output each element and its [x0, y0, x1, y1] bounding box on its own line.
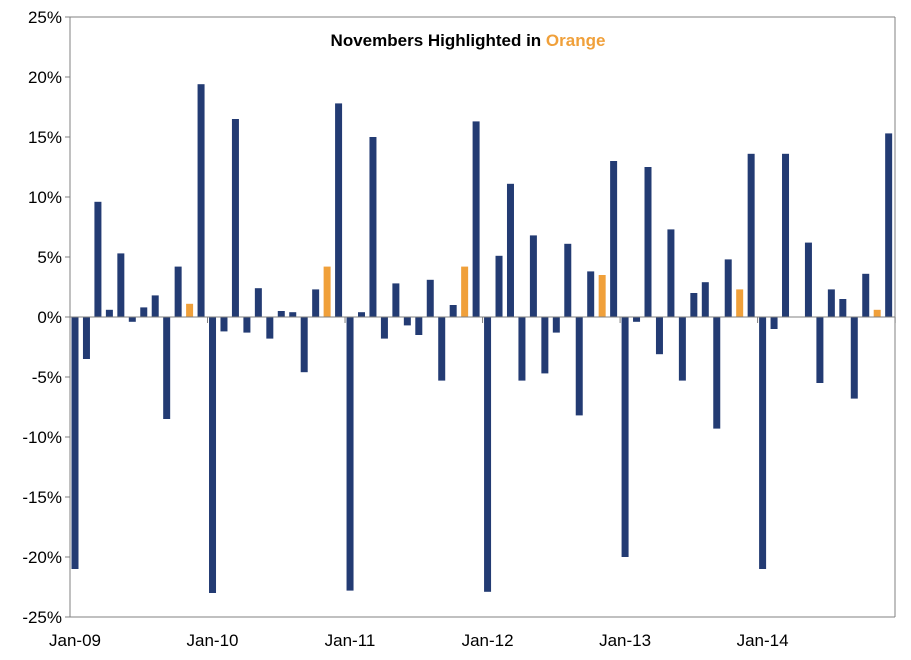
- bar-series: [71, 84, 893, 593]
- bar: [266, 317, 274, 339]
- bar: [621, 317, 629, 557]
- bar-november: [186, 303, 194, 317]
- y-tick-label: -10%: [22, 428, 62, 447]
- bar: [633, 317, 641, 322]
- x-tick-label: Jan-12: [462, 631, 514, 650]
- bar-november: [323, 266, 331, 317]
- bar: [403, 317, 411, 326]
- bar: [644, 167, 652, 317]
- y-tick-label: -15%: [22, 488, 62, 507]
- bar: [690, 293, 698, 317]
- bar: [484, 317, 492, 592]
- bar: [243, 317, 251, 333]
- y-tick-label: -25%: [22, 608, 62, 627]
- bar: [862, 273, 870, 317]
- bar: [380, 317, 388, 339]
- bar: [587, 271, 595, 317]
- bar: [289, 312, 297, 317]
- bar: [231, 119, 239, 317]
- bar: [747, 153, 755, 317]
- bar: [415, 317, 423, 335]
- x-tick-label: Jan-14: [737, 631, 789, 650]
- bar: [770, 317, 778, 329]
- bar: [151, 295, 159, 317]
- x-tick-label: Jan-11: [325, 631, 376, 650]
- bar: [209, 317, 217, 593]
- bar-november: [736, 289, 744, 317]
- bar: [449, 305, 457, 317]
- bar: [610, 161, 618, 317]
- y-tick-label: -5%: [32, 368, 62, 387]
- bar: [346, 317, 354, 591]
- bar: [564, 243, 572, 317]
- y-axis-tick-labels: -25% -20% -15% -10% -5% 0% 5% 10% 15% 20% 25%: [22, 8, 62, 627]
- bar: [529, 235, 537, 317]
- x-tick-label: Jan-10: [187, 631, 239, 650]
- bar: [300, 317, 308, 373]
- bar-november: [873, 309, 881, 317]
- bar: [358, 312, 365, 317]
- bar: [804, 242, 812, 317]
- bar: [369, 137, 377, 317]
- bar: [277, 311, 285, 317]
- y-tick-label: 15%: [28, 128, 62, 147]
- bar-november: [598, 275, 606, 317]
- bar: [495, 255, 503, 317]
- bar: [82, 317, 90, 359]
- y-tick-label: 10%: [28, 188, 62, 207]
- bar: [667, 229, 675, 317]
- bar: [518, 317, 526, 381]
- bar: [839, 299, 847, 317]
- bar: [254, 288, 262, 317]
- bar: [438, 317, 446, 381]
- bar: [117, 253, 125, 317]
- bar: [816, 317, 824, 383]
- bar: [678, 317, 686, 381]
- y-tick-label: 5%: [37, 248, 62, 267]
- y-tick-label: 0%: [37, 308, 62, 327]
- bar: [94, 201, 102, 317]
- bar-november: [461, 266, 469, 317]
- bar: [197, 84, 205, 317]
- bar: [506, 183, 514, 317]
- bar: [552, 317, 560, 333]
- bar: [885, 133, 893, 317]
- bar: [827, 289, 835, 317]
- bar: [71, 317, 79, 569]
- y-tick-label: 20%: [28, 68, 62, 87]
- bar: [541, 317, 549, 374]
- x-tick-label: Jan-13: [599, 631, 651, 650]
- bar: [312, 289, 320, 317]
- x-tick-label: Jan-09: [49, 631, 101, 650]
- bar: [140, 307, 148, 317]
- bar: [472, 121, 480, 318]
- bar: [575, 317, 583, 416]
- bar: [220, 317, 228, 332]
- bar: [335, 103, 343, 318]
- chart-title-highlight: Orange: [546, 31, 606, 50]
- chart-title-prefix: Novembers Highlighted in: [331, 31, 546, 50]
- y-tick-label: -20%: [22, 548, 62, 567]
- bar: [759, 317, 767, 569]
- bar: [713, 317, 721, 429]
- bar: [128, 317, 136, 322]
- axes: [65, 16, 896, 618]
- bar: [655, 317, 663, 355]
- bar: [105, 309, 113, 317]
- bar: [426, 279, 434, 317]
- bar: [701, 282, 709, 317]
- bar: [174, 266, 182, 317]
- y-tick-label: 25%: [28, 8, 62, 27]
- chart-title: Novembers Highlighted in Orange: [331, 31, 606, 50]
- bar: [782, 153, 790, 317]
- bar: [163, 317, 171, 419]
- x-axis-tick-labels: Jan-09 Jan-10 Jan-11 Jan-12 Jan-13 Jan-14: [49, 631, 789, 650]
- bar: [850, 317, 858, 399]
- bar: [392, 283, 400, 317]
- bar: [724, 259, 732, 317]
